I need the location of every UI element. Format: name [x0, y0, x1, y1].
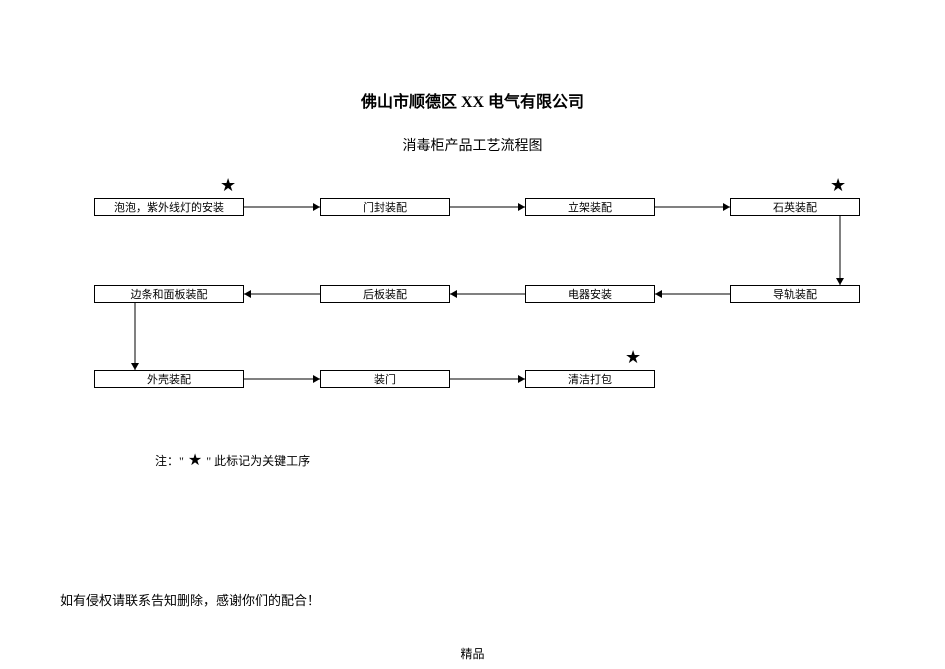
legend-prefix: 注：" — [155, 452, 184, 469]
flow-node: 后板装配 — [320, 285, 450, 303]
arrowhead-icon — [313, 203, 320, 211]
arrowhead-icon — [518, 203, 525, 211]
arrowhead-icon — [518, 375, 525, 383]
flow-node: 装门 — [320, 370, 450, 388]
flow-node: 泡泡，紫外线灯的安装 — [94, 198, 244, 216]
flow-node: 立架装配 — [525, 198, 655, 216]
watermark-text: 精品 — [0, 645, 945, 662]
flow-node: 导轨装配 — [730, 285, 860, 303]
flow-node: 清洁打包 — [525, 370, 655, 388]
star-icon: ★ — [830, 175, 846, 196]
arrowhead-icon — [655, 290, 662, 298]
flow-node: 边条和面板装配 — [94, 285, 244, 303]
legend-note: 注：" ★ " 此标记为关键工序 — [155, 450, 310, 470]
legend-suffix: " 此标记为关键工序 — [206, 452, 310, 469]
arrowhead-icon — [131, 363, 139, 370]
arrowhead-icon — [836, 278, 844, 285]
disclaimer-text: 如有侵权请联系告知删除，感谢你们的配合！ — [60, 590, 320, 609]
flow-node: 石英装配 — [730, 198, 860, 216]
star-icon: ★ — [220, 175, 236, 196]
page-title: 佛山市顺德区 XX 电气有限公司 — [0, 88, 945, 112]
flow-node: 门封装配 — [320, 198, 450, 216]
flow-node: 外壳装配 — [94, 370, 244, 388]
star-icon: ★ — [188, 450, 202, 470]
page-subtitle: 消毒柜产品工艺流程图 — [0, 135, 945, 155]
flow-node: 电器安装 — [525, 285, 655, 303]
arrowhead-icon — [244, 290, 251, 298]
arrowhead-icon — [723, 203, 730, 211]
arrowhead-icon — [450, 290, 457, 298]
arrowhead-icon — [313, 375, 320, 383]
star-icon: ★ — [625, 347, 641, 368]
